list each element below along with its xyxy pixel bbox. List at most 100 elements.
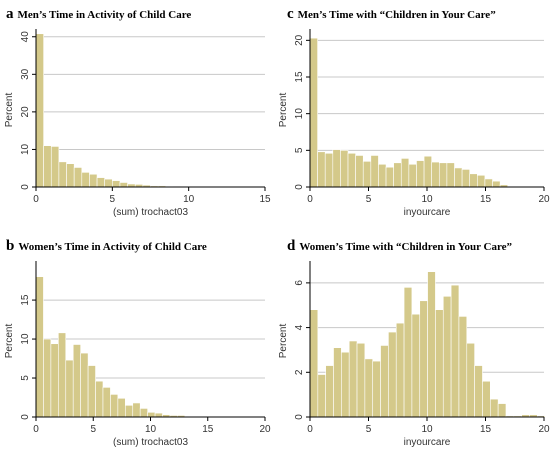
x-tick-label: 10 — [145, 424, 157, 435]
histogram-bar — [482, 380, 491, 418]
histogram-bar — [484, 178, 493, 188]
histogram-bar — [416, 160, 425, 188]
histogram-bar — [95, 380, 104, 418]
histogram-bar — [50, 343, 59, 418]
x-tick-label: 20 — [538, 424, 550, 435]
panel-title-text: Men’s Time with “Children in Your Care” — [298, 9, 496, 21]
panel-title-text: Women’s Time in Activity of Child Care — [18, 241, 207, 253]
y-tick-label: 2 — [294, 369, 305, 375]
panel-title: d Women’s Time with “Children in Your Car… — [287, 238, 512, 254]
x-tick-label: 15 — [480, 424, 492, 435]
x-tick-label: 5 — [366, 424, 372, 435]
histogram-bar — [477, 174, 486, 188]
x-tick-label: 15 — [480, 194, 492, 205]
panel-title: a Men’s Time in Activity of Child Care — [6, 6, 191, 22]
y-tick-label: 0 — [20, 414, 31, 420]
histogram-bar — [423, 155, 432, 188]
histogram-bar — [340, 150, 349, 188]
histogram-bar — [492, 180, 501, 188]
x-tick-label: 15 — [259, 194, 271, 205]
histogram-bar — [411, 313, 421, 418]
chart-panel-a: a Men’s Time in Activity of Child Care 0 10… — [4, 6, 271, 218]
x-tick-label: 0 — [33, 424, 39, 435]
histogram-bar — [87, 365, 96, 418]
y-tick-label: 10 — [20, 333, 31, 345]
y-tick-label: 40 — [20, 31, 31, 43]
chart-panel-d: d Women’s Time with “Children in Your Car… — [278, 238, 550, 448]
histogram-bar — [356, 342, 366, 418]
x-tick-label: 5 — [90, 424, 96, 435]
panel-title: b Women’s Time in Activity of Child Care — [6, 238, 207, 254]
histogram-bar — [50, 146, 60, 188]
histogram-bar — [333, 347, 342, 418]
histogram-bar — [317, 374, 326, 418]
histogram-bar — [348, 340, 358, 418]
histogram-bar — [72, 344, 81, 418]
histogram-bar — [309, 309, 319, 418]
histogram-bar — [454, 167, 463, 188]
histogram-bar — [309, 37, 318, 188]
histogram-bar — [125, 405, 134, 418]
histogram-bar — [400, 158, 410, 188]
histogram-bar — [403, 287, 413, 418]
y-tick-label: 6 — [294, 280, 305, 286]
histogram-bar — [43, 145, 52, 188]
y-tick-label: 5 — [294, 147, 305, 153]
x-tick-label: 0 — [33, 194, 39, 205]
histogram-bar — [104, 178, 113, 188]
histogram-bar — [435, 309, 444, 418]
histogram-bar — [73, 167, 83, 188]
histogram-bar — [385, 166, 394, 188]
x-tick-label: 10 — [421, 424, 433, 435]
histogram-bar — [66, 163, 75, 188]
y-tick-label: 30 — [20, 68, 31, 80]
histogram-bar — [89, 173, 98, 188]
histogram-bar — [112, 180, 121, 188]
histogram-bar — [446, 162, 455, 188]
x-tick-label: 5 — [110, 194, 116, 205]
x-tick-label: 20 — [538, 194, 550, 205]
histogram-bar — [43, 338, 52, 418]
y-tick-label: 5 — [20, 375, 31, 381]
histogram-bar — [469, 173, 478, 188]
x-axis-label: inyourcare — [404, 207, 451, 218]
y-tick-label: 0 — [294, 184, 305, 190]
x-axis-label: (sum) trochact03 — [113, 207, 188, 218]
histogram-bar — [497, 403, 507, 418]
histogram-bar — [110, 394, 119, 418]
y-tick-label: 20 — [294, 34, 305, 46]
y-tick-label: 10 — [294, 108, 305, 120]
histogram-bar — [102, 387, 111, 418]
histogram-bar — [378, 163, 387, 188]
histogram-bar — [81, 172, 90, 188]
histogram-bar — [341, 351, 350, 418]
histogram-bar — [380, 345, 389, 418]
histogram-bar — [388, 331, 397, 418]
histogram-bar — [489, 398, 499, 418]
y-tick-label: 15 — [294, 71, 305, 83]
panel-title: c Men’s Time with “Children in Your Care” — [287, 6, 496, 22]
panel-letter: d — [287, 238, 296, 254]
x-tick-label: 0 — [307, 194, 313, 205]
y-tick-label: 0 — [20, 184, 31, 190]
histogram-bar — [370, 155, 379, 188]
histogram-bar — [431, 161, 440, 188]
histogram-bar — [364, 358, 374, 418]
histogram-bar — [372, 360, 381, 418]
x-tick-label: 20 — [259, 424, 271, 435]
y-tick-label: 4 — [294, 324, 305, 330]
chart-panel-b: b Women’s Time in Activity of Child Care 0… — [4, 238, 271, 448]
histogram-bar — [80, 352, 89, 418]
panel-title-text: Women’s Time with “Children in Your Care… — [299, 241, 512, 253]
histogram-bar — [154, 412, 163, 418]
x-tick-label: 15 — [202, 424, 214, 435]
x-axis-label: (sum) trochact03 — [113, 437, 188, 448]
panel-letter: c — [287, 6, 294, 22]
y-axis-label: Percent — [278, 93, 289, 128]
y-tick-label: 20 — [20, 106, 31, 118]
y-tick-label: 10 — [20, 143, 31, 155]
histogram-bar — [461, 169, 471, 188]
histogram-bar — [317, 151, 326, 188]
histogram-bar — [427, 271, 436, 418]
